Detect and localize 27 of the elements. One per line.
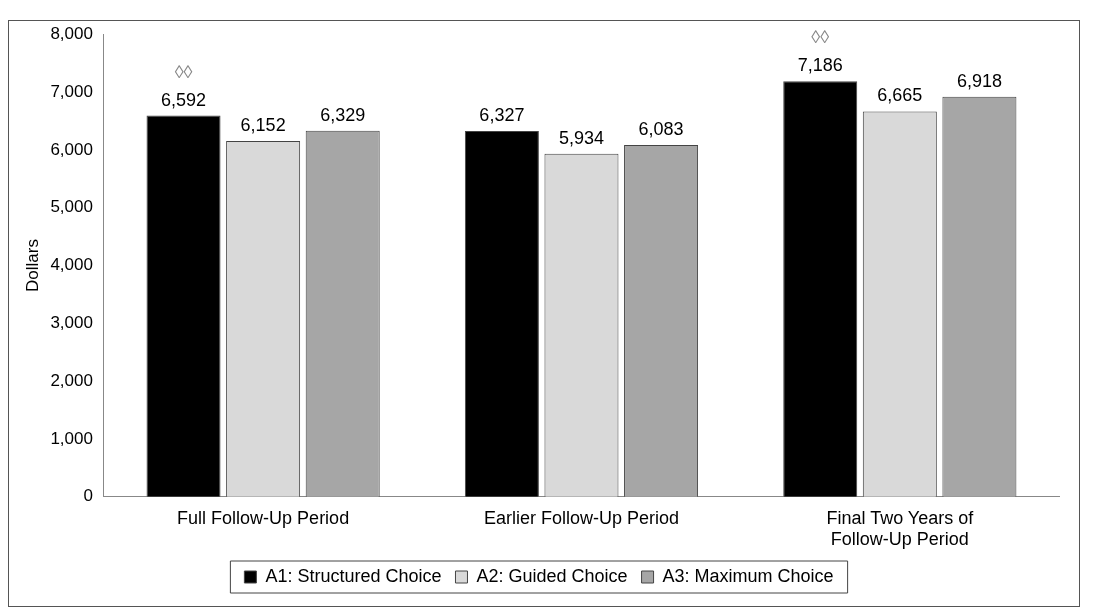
legend-label: A3: Maximum Choice [662, 565, 834, 586]
data-label: 6,327 [479, 104, 525, 125]
data-label: 6,592 [161, 89, 207, 110]
legend-label: A1: Structured Choice [265, 565, 442, 586]
data-label: 6,918 [956, 70, 1002, 91]
y-tick-label: 2,000 [50, 370, 93, 390]
y-tick-label: 8,000 [50, 23, 93, 43]
y-tick-label: 6,000 [50, 139, 93, 159]
data-label: 6,665 [877, 85, 923, 106]
data-label: 6,152 [240, 115, 286, 136]
annotation: ◊◊ [174, 61, 193, 82]
x-tick-label: Full Follow-Up Period [177, 507, 350, 528]
y-tick-label: 0 [83, 486, 93, 506]
data-label: 6,329 [320, 104, 366, 125]
y-tick-label: 7,000 [50, 81, 93, 101]
x-tick-label: Earlier Follow-Up Period [483, 507, 680, 528]
y-tick-label: 1,000 [50, 428, 93, 448]
data-label: 7,186 [797, 55, 843, 76]
legend-label: A2: Guided Choice [476, 565, 628, 586]
data-label: 5,934 [558, 127, 604, 148]
y-tick-label: 5,000 [50, 197, 93, 217]
y-tick-label: 4,000 [50, 255, 93, 275]
y-axis-title: Dollars [22, 239, 42, 292]
x-tick-label: Final Two Years of Follow-Up Period [826, 507, 975, 550]
annotation: ◊◊ [811, 27, 830, 48]
y-tick-label: 3,000 [50, 313, 93, 333]
data-label: 6,083 [638, 119, 684, 140]
